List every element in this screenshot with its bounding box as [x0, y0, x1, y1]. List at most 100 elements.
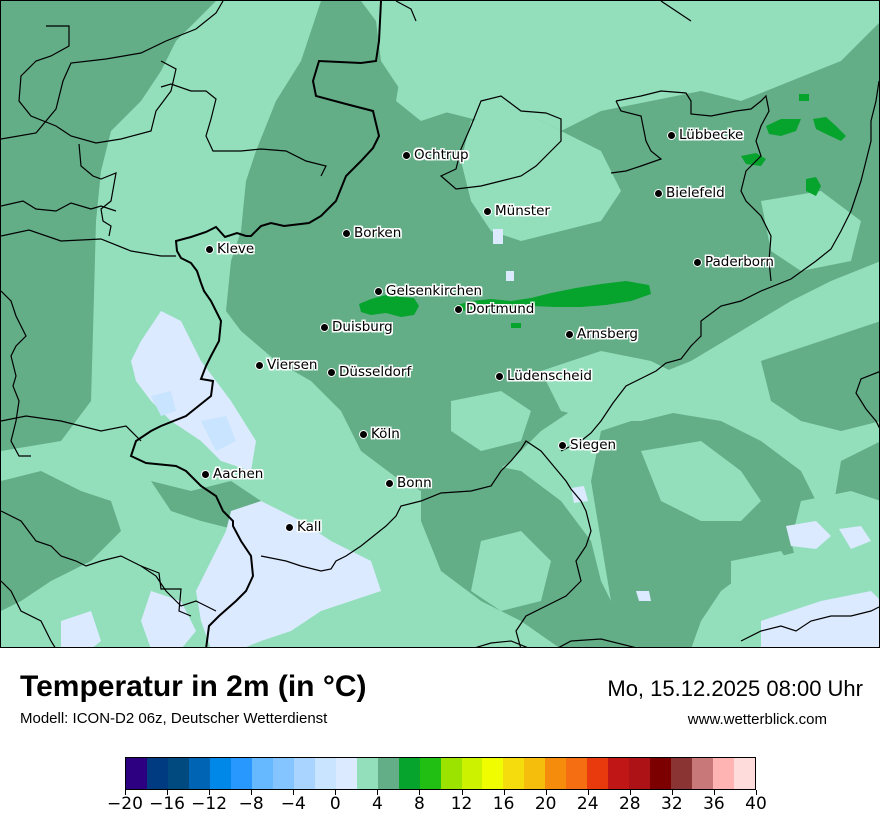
city-marker-icon — [402, 150, 411, 160]
colorbar-tick-label: 24 — [576, 794, 599, 814]
colorbar-segment — [272, 758, 294, 789]
city-kleve: Kleve — [205, 241, 254, 257]
temp-zone-minus2-0 — [151, 391, 236, 451]
city-name: Kall — [297, 519, 322, 535]
city-luebbecke: Lübbecke — [667, 127, 743, 143]
colorbar-segment — [398, 758, 420, 789]
colorbar-tick-label: 0 — [329, 794, 341, 814]
city-muenster: Münster — [483, 203, 550, 219]
city-marker-icon — [201, 469, 210, 479]
city-name: Gelsenkirchen — [386, 283, 483, 299]
colorbar-tick — [545, 790, 547, 795]
colorbar-tick-label: −12 — [191, 794, 228, 814]
city-duisburg: Duisburg — [320, 319, 393, 335]
city-siegen: Siegen — [558, 437, 616, 453]
colorbar-segment — [524, 758, 546, 789]
city-marker-icon — [327, 367, 336, 377]
colorbar-tick — [503, 790, 505, 795]
city-name: Ochtrup — [414, 147, 469, 163]
city-marker-icon — [255, 360, 264, 370]
city-marker-icon — [342, 228, 351, 238]
city-name: Köln — [371, 426, 400, 442]
colorbar-segment — [251, 758, 273, 789]
city-name: Lübbecke — [679, 127, 744, 143]
colorbar-segment — [650, 758, 672, 789]
colorbar-tick — [419, 790, 421, 795]
map-graphic — [1, 1, 879, 647]
city-name: Kleve — [217, 241, 255, 257]
city-marker-icon — [285, 522, 294, 532]
model-info: Modell: ICON-D2 06z, Deutscher Wetterdie… — [20, 710, 328, 727]
city-viersen: Viersen — [255, 357, 317, 373]
colorbar-tick — [756, 790, 757, 795]
city-marker-icon — [320, 322, 329, 332]
city-marker-icon — [205, 244, 214, 254]
city-name: Paderborn — [705, 254, 774, 270]
colorbar-segment — [314, 758, 336, 789]
colorbar-tick — [461, 790, 463, 795]
colorbar-tick — [167, 790, 169, 795]
colorbar-tick — [713, 790, 715, 795]
colorbar-tick — [251, 790, 253, 795]
city-bielefeld: Bielefeld — [654, 185, 725, 201]
city-name: Lüdenscheid — [507, 368, 592, 384]
city-name: Münster — [495, 203, 550, 219]
temp-zone-2-4-patches — [396, 61, 879, 641]
city-koeln: Köln — [359, 426, 400, 442]
city-name: Viersen — [267, 357, 318, 373]
city-paderborn: Paderborn — [693, 254, 774, 270]
colorbar-tick — [587, 790, 589, 795]
map-title: Temperatur in 2m (in °C) — [20, 670, 367, 703]
temperature-colorbar — [125, 757, 756, 790]
city-gelsenkirchen: Gelsenkirchen — [374, 283, 482, 299]
colorbar-segment — [503, 758, 525, 789]
city-name: Duisburg — [332, 319, 393, 335]
colorbar-segment — [230, 758, 252, 789]
colorbar-tick — [293, 790, 295, 795]
colorbar-tick — [125, 790, 126, 795]
colorbar-segment — [356, 758, 378, 789]
colorbar-segment — [692, 758, 714, 789]
colorbar-segment — [566, 758, 588, 789]
city-name: Borken — [354, 225, 402, 241]
temp-zone-6-8 — [359, 94, 846, 328]
colorbar-tick-label: −20 — [107, 794, 143, 814]
colorbar-segment — [146, 758, 168, 789]
colorbar-segment — [419, 758, 441, 789]
city-arnsberg: Arnsberg — [565, 326, 638, 342]
city-marker-icon — [359, 429, 368, 439]
colorbar-tick-label: 32 — [661, 794, 683, 814]
city-dortmund: Dortmund — [454, 301, 534, 317]
colorbar-segment — [167, 758, 189, 789]
city-name: Bielefeld — [666, 185, 725, 201]
colorbar-segment — [608, 758, 630, 789]
city-marker-icon — [667, 130, 676, 140]
temperature-map[interactable]: Ochtrup Lübbecke Bielefeld Münster Borke… — [0, 0, 880, 648]
colorbar-segment — [335, 758, 357, 789]
colorbar-segment — [461, 758, 483, 789]
website-link[interactable]: www.wetterblick.com — [687, 711, 827, 728]
colorbar-tick-label: −16 — [149, 794, 186, 814]
colorbar-tick-label: 8 — [414, 794, 425, 814]
colorbar-segment — [587, 758, 609, 789]
colorbar-tick-label: 40 — [745, 794, 767, 814]
colorbar-segment — [629, 758, 651, 789]
colorbar-tick-label: −4 — [280, 794, 306, 814]
colorbar-tick-label: 4 — [371, 794, 383, 814]
city-bonn: Bonn — [385, 475, 432, 491]
city-marker-icon — [654, 188, 663, 198]
city-kall: Kall — [285, 519, 321, 535]
colorbar-tick — [629, 790, 631, 795]
city-name: Bonn — [397, 475, 432, 491]
city-ochtrup: Ochtrup — [402, 147, 469, 163]
colorbar-segment — [545, 758, 567, 789]
city-marker-icon — [495, 371, 504, 381]
city-marker-icon — [454, 304, 463, 314]
city-marker-icon — [558, 440, 567, 450]
city-name: Aachen — [213, 466, 264, 482]
colorbar-tick-label: 12 — [450, 794, 473, 814]
colorbar-segment — [440, 758, 462, 789]
colorbar-tick-label: 20 — [534, 794, 557, 814]
colorbar-tick — [335, 790, 337, 795]
city-name: Arnsberg — [577, 326, 638, 342]
